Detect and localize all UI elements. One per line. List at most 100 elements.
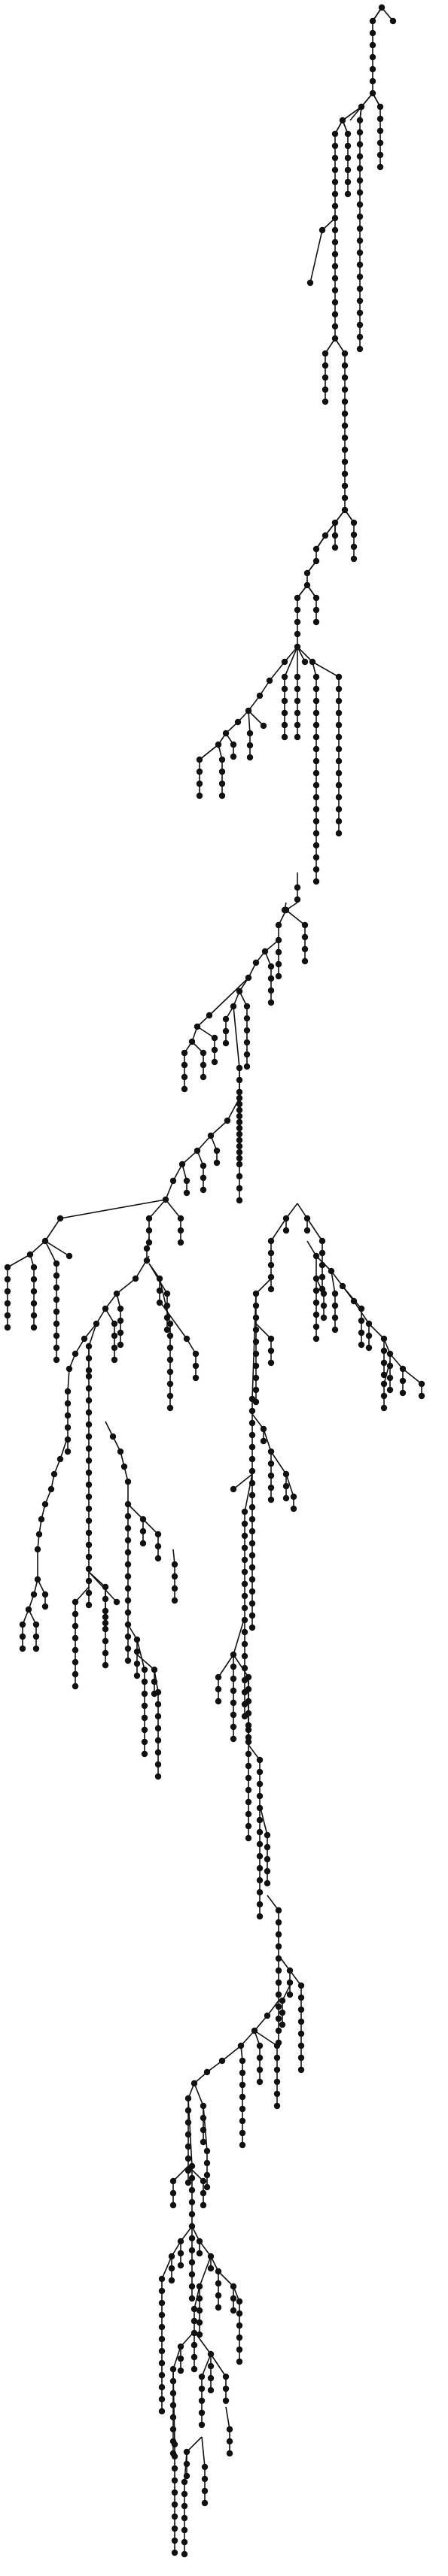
- tree-node: [335, 721, 343, 729]
- tree-node: [376, 127, 384, 135]
- tree-node: [145, 1239, 153, 1246]
- tree-node: [312, 757, 320, 765]
- tree-node: [85, 1355, 93, 1362]
- tree-node: [203, 2183, 211, 2191]
- tree-node: [356, 249, 364, 256]
- tree-node: [169, 1177, 177, 1185]
- tree-edge: [165, 1180, 174, 1200]
- tree-node: [213, 1159, 221, 1167]
- tree-node: [200, 2189, 207, 2197]
- tree-node: [260, 722, 267, 730]
- tree-edge: [342, 106, 362, 121]
- tree-node: [245, 1786, 252, 1794]
- tree-node: [275, 1919, 282, 1926]
- tree-node: [335, 830, 343, 837]
- tree-node: [154, 1737, 162, 1744]
- tree-node: [236, 1088, 243, 1096]
- tree-node: [386, 1350, 394, 1358]
- tree-node: [41, 1603, 49, 1610]
- tree-edge: [255, 1278, 272, 1294]
- tree-node: [399, 1377, 407, 1385]
- tree-edge: [312, 661, 340, 678]
- tree-node: [188, 2295, 196, 2302]
- tree-node: [318, 1237, 326, 1245]
- tree-edge: [172, 2165, 189, 2182]
- tree-node: [4, 1312, 11, 1319]
- tree-node: [248, 1612, 256, 1619]
- tree-node: [188, 2247, 196, 2254]
- tree-node: [236, 1118, 243, 1126]
- tree-edge: [233, 1654, 249, 1678]
- tree-node: [256, 1840, 264, 1848]
- tree-node: [335, 745, 343, 753]
- tree-node: [53, 1320, 60, 1327]
- tree-node: [53, 1308, 60, 1315]
- tree-node: [163, 1326, 171, 1334]
- tree-edge: [284, 646, 298, 663]
- tree-node: [281, 658, 288, 666]
- tree-node: [245, 1722, 252, 1729]
- tree-node: [218, 768, 226, 775]
- tree-edge: [306, 1218, 323, 1242]
- tree-node: [312, 818, 320, 825]
- tree-node: [85, 1457, 93, 1464]
- tree-edge: [88, 1323, 97, 1347]
- tree-node: [117, 1448, 124, 1455]
- tree-node: [236, 1161, 243, 1168]
- tree-node: [198, 2397, 206, 2405]
- tree-node: [177, 1215, 184, 1222]
- tree-node: [273, 2090, 281, 2098]
- tree-node: [171, 2525, 178, 2532]
- tree-node: [279, 2021, 286, 2028]
- tree-node: [230, 1485, 237, 1493]
- tree-node: [184, 2119, 192, 2126]
- tree-node: [256, 1901, 264, 1908]
- tree-node: [386, 1386, 394, 1394]
- tree-node: [312, 709, 320, 717]
- tree-node: [331, 166, 339, 174]
- tree-node: [41, 1591, 49, 1598]
- tree-node: [322, 386, 329, 393]
- tree-edge: [127, 1503, 144, 1520]
- tree-node: [196, 2283, 203, 2290]
- tree-node: [196, 2238, 203, 2245]
- tree-node: [252, 1290, 260, 1297]
- tree-node: [154, 1555, 162, 1562]
- tree-node: [117, 1305, 124, 1312]
- tree-node: [133, 1648, 141, 1655]
- tree-node: [177, 2343, 184, 2350]
- tree-node: [248, 1467, 256, 1475]
- tree-node: [188, 2259, 196, 2266]
- tree-node: [335, 781, 343, 789]
- tree-node: [356, 201, 364, 208]
- tree-node: [241, 1532, 248, 1540]
- tree-node: [230, 1003, 237, 1010]
- tree-node: [200, 1162, 207, 1170]
- tree-node: [26, 1251, 34, 1258]
- tree-edge: [240, 2030, 255, 2047]
- tree-node: [188, 2210, 196, 2218]
- tree-node: [256, 2042, 264, 2050]
- tree-node: [264, 1855, 271, 1863]
- tree-node: [222, 1027, 230, 1035]
- tree-node: [169, 2365, 177, 2373]
- tree-node: [102, 1607, 109, 1615]
- tree-edge: [199, 744, 219, 760]
- tree-node: [177, 2250, 184, 2257]
- tree-node: [294, 630, 301, 638]
- tree-node: [356, 321, 364, 329]
- tree-edge: [233, 1006, 240, 1069]
- tree-node: [248, 1491, 256, 1499]
- tree-node: [341, 398, 349, 405]
- tree-node: [256, 1768, 264, 1776]
- tree-node: [256, 1852, 264, 1860]
- tree-node: [215, 2280, 222, 2287]
- tree-node: [50, 1470, 58, 1478]
- tree-node: [143, 1257, 151, 1264]
- tree-node: [184, 2179, 192, 2186]
- tree-edge: [210, 2353, 227, 2377]
- tree-node: [171, 2489, 178, 2496]
- tree-node: [141, 1738, 148, 1746]
- tree-node: [331, 178, 339, 186]
- tree-node: [275, 1991, 282, 1998]
